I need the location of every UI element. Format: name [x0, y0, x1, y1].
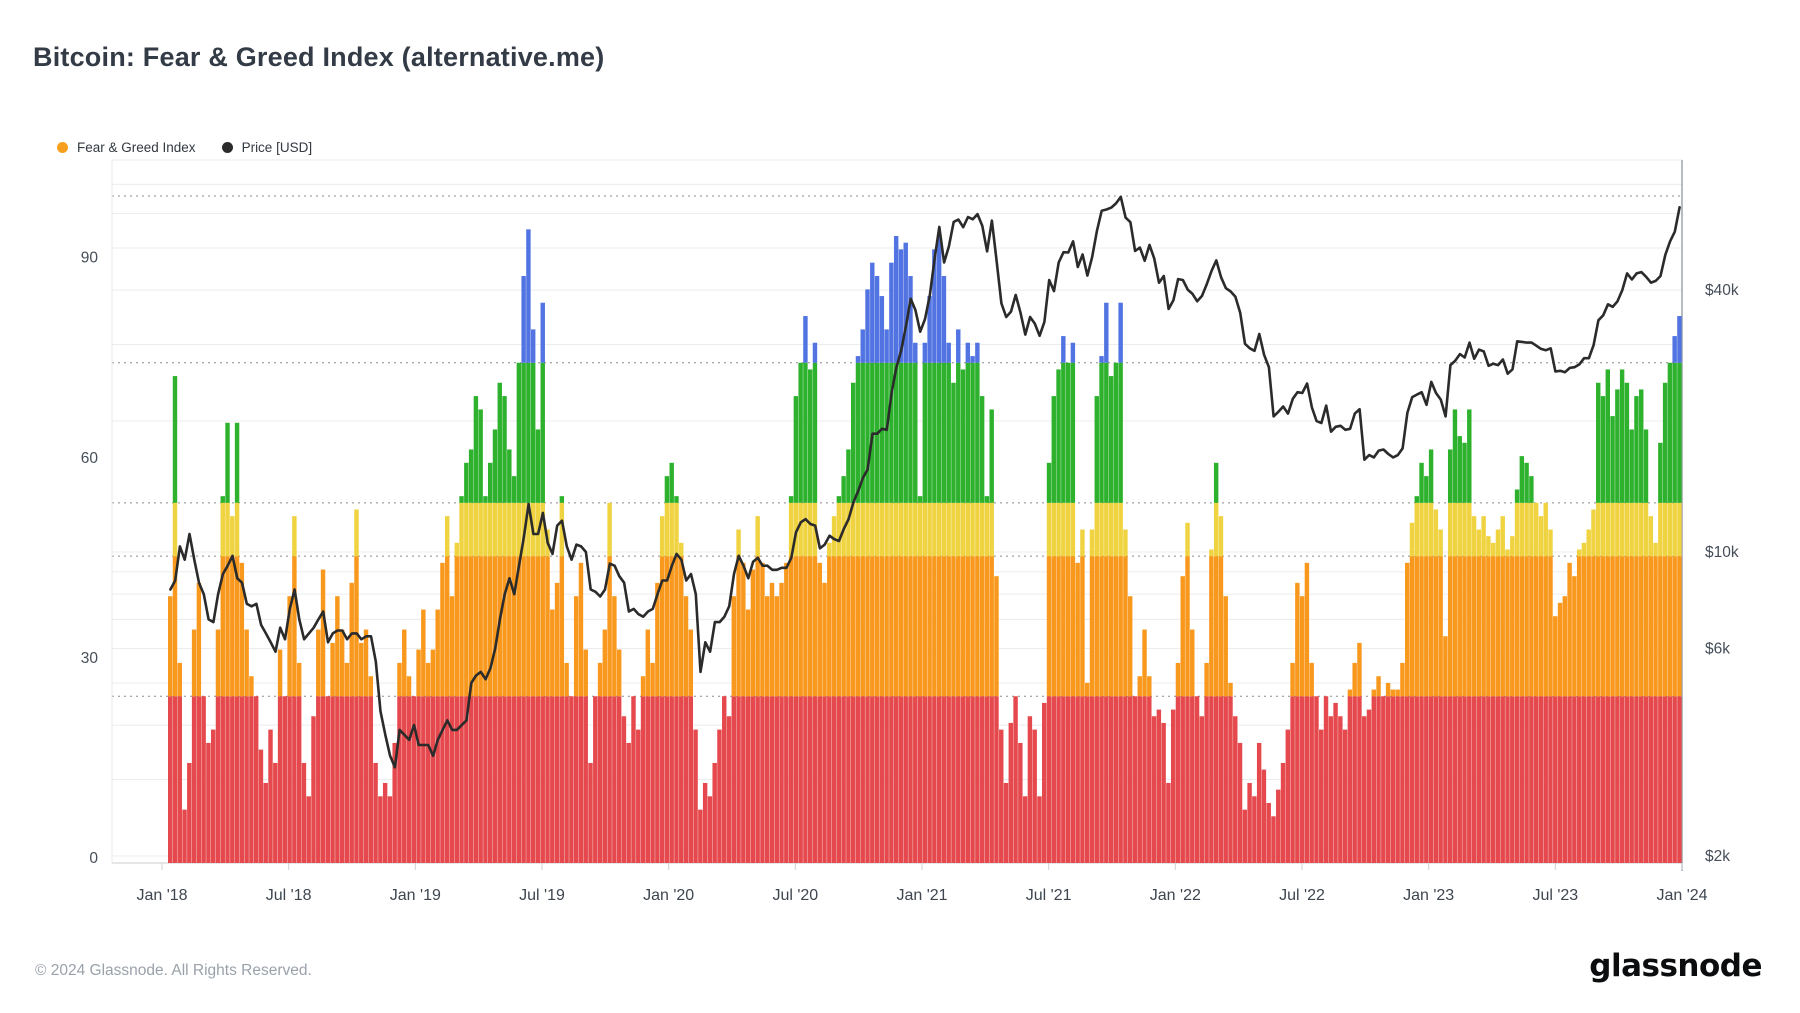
- x-axis-labels: Jan '18 Jul '18 Jan '19 Jul '19 Jan '20 Jul '…: [136, 863, 1708, 904]
- legend-item-price[interactable]: Price [USD]: [221, 140, 313, 155]
- svg-text:Jul '20: Jul '20: [772, 887, 818, 904]
- svg-text:Jul '22: Jul '22: [1279, 887, 1325, 904]
- y-axis-left-labels: 0 30 60 90: [81, 250, 99, 867]
- svg-text:Jul '23: Jul '23: [1532, 887, 1578, 904]
- svg-text:Jan '19: Jan '19: [390, 887, 441, 904]
- y-axis-right-labels: $2k $6k $10k $40k: [1705, 282, 1739, 865]
- svg-text:60: 60: [81, 450, 99, 467]
- price-series-dot-icon: [221, 142, 233, 153]
- price-line: [169, 195, 1681, 769]
- svg-text:$40k: $40k: [1705, 282, 1739, 299]
- svg-text:Jan '24: Jan '24: [1656, 887, 1707, 904]
- legend: Fear & Greed Index Price [USD]: [57, 140, 312, 155]
- copyright-text: © 2024 Glassnode. All Rights Reserved.: [35, 962, 312, 979]
- svg-text:Jul '19: Jul '19: [519, 887, 565, 904]
- legend-item-fear-greed[interactable]: Fear & Greed Index: [57, 140, 196, 155]
- svg-text:$10k: $10k: [1705, 544, 1739, 561]
- svg-text:Jan '20: Jan '20: [643, 887, 694, 904]
- svg-text:$2k: $2k: [1705, 848, 1730, 865]
- svg-text:$6k: $6k: [1705, 641, 1730, 658]
- svg-text:Jul '18: Jul '18: [266, 887, 312, 904]
- svg-text:Jan '22: Jan '22: [1150, 887, 1201, 904]
- svg-text:Jan '21: Jan '21: [896, 887, 947, 904]
- svg-text:Jan '18: Jan '18: [136, 887, 187, 904]
- svg-text:Jan '23: Jan '23: [1403, 887, 1454, 904]
- fear-greed-series-dot-icon: [57, 142, 68, 153]
- legend-label-price: Price [USD]: [241, 140, 313, 155]
- svg-text:Jul '21: Jul '21: [1026, 887, 1072, 904]
- legend-label-fear-greed: Fear & Greed Index: [77, 140, 196, 155]
- svg-text:0: 0: [89, 850, 98, 867]
- svg-text:90: 90: [81, 250, 99, 267]
- glassnode-logo[interactable]: glassnode: [1589, 948, 1762, 984]
- fg-bars: [168, 229, 1682, 863]
- svg-text:30: 30: [81, 650, 99, 667]
- chart-title: Bitcoin: Fear & Greed Index (alternative…: [33, 42, 605, 72]
